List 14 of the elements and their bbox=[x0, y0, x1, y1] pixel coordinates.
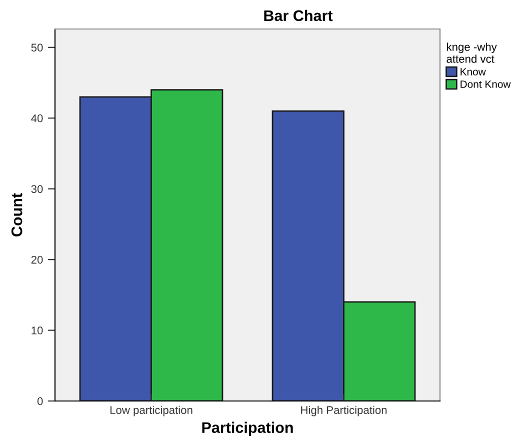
x-tick-label: High Participation bbox=[301, 406, 387, 416]
chart-title: Bar Chart bbox=[264, 10, 333, 22]
y-tick-label: 50 bbox=[31, 44, 43, 52]
x-axis-title: Participation bbox=[202, 422, 293, 436]
legend-label: Dont Know bbox=[460, 80, 511, 88]
y-axis-title: Count bbox=[11, 193, 22, 236]
y-tick-label: 40 bbox=[31, 114, 43, 122]
y-tick-label: 30 bbox=[31, 185, 43, 193]
y-tick-label: 10 bbox=[32, 326, 43, 334]
legend-label: Know bbox=[460, 68, 486, 76]
x-tick-label: Low participation bbox=[110, 406, 192, 416]
y-tick-label: 20 bbox=[31, 256, 43, 264]
y-tick-label: 0 bbox=[37, 397, 43, 406]
legend-title: knge -why attend vct bbox=[446, 42, 497, 63]
